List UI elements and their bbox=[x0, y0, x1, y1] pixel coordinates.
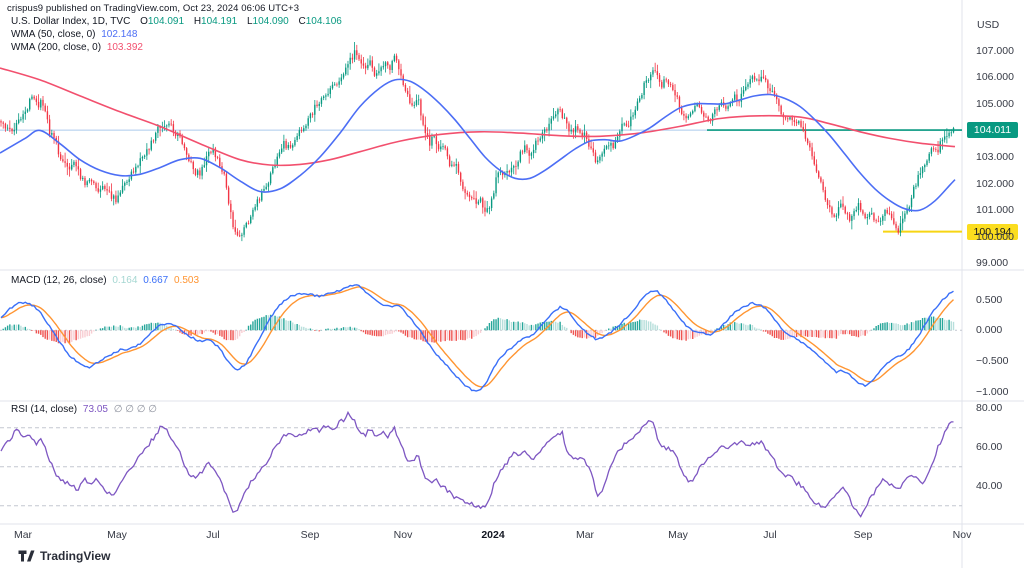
time-axis-label[interactable]: Jul bbox=[763, 529, 777, 541]
price-tick-label[interactable]: 103.000 bbox=[976, 151, 1014, 163]
symbol-legend-row[interactable]: U.S. Dollar Index, 1D, TVC O104.091 H104… bbox=[11, 15, 342, 28]
time-axis-label[interactable]: Nov bbox=[952, 529, 972, 541]
symbol-title: U.S. Dollar Index, 1D, TVC bbox=[11, 16, 131, 27]
wma200-label: WMA (200, close, 0) bbox=[11, 42, 102, 53]
time-axis-label[interactable]: Jul bbox=[206, 529, 220, 541]
publish-info: crispus9 published on TradingView.com, O… bbox=[7, 3, 300, 14]
price-tick-label[interactable]: 107.000 bbox=[976, 44, 1014, 57]
up-candle-wicks bbox=[7, 42, 954, 242]
rsi-tick-label[interactable]: 80.00 bbox=[976, 402, 1003, 415]
rsi-legend-row[interactable]: RSI (14, close) 73.05 ∅ ∅ ∅ ∅ bbox=[11, 403, 157, 416]
time-axis-label[interactable]: 2024 bbox=[481, 529, 505, 541]
wma200-line[interactable] bbox=[0, 67, 956, 167]
close-value: 104.106 bbox=[305, 16, 342, 27]
price-tick-label[interactable]: 101.000 bbox=[976, 204, 1014, 217]
time-axis-label[interactable]: Nov bbox=[393, 529, 413, 541]
time-axis-label[interactable]: Sep bbox=[300, 529, 320, 541]
time-axis-label[interactable]: May bbox=[107, 529, 127, 541]
rsi-line[interactable] bbox=[0, 410, 954, 518]
macd-hist-pos-fall bbox=[11, 315, 955, 331]
tradingview-logo-icon bbox=[18, 550, 35, 562]
price-tick-label[interactable]: 102.000 bbox=[976, 177, 1014, 190]
macd-hist-value: 0.164 bbox=[112, 275, 138, 286]
up-candle-bodies bbox=[6, 50, 955, 236]
open-value: 104.091 bbox=[147, 16, 185, 27]
rsi-tick-label[interactable]: 40.00 bbox=[976, 480, 1003, 493]
price-tick-label[interactable]: 99.000 bbox=[976, 257, 1009, 270]
rsi-label: RSI (14, close) bbox=[11, 404, 78, 415]
support-level-badge: 100.194 bbox=[967, 223, 1018, 240]
rsi-tick-label[interactable]: 60.00 bbox=[976, 441, 1003, 454]
wma200-legend-row[interactable]: WMA (200, close, 0) 103.392 bbox=[11, 41, 143, 54]
time-axis-label[interactable]: May bbox=[668, 529, 688, 541]
wma50-line[interactable] bbox=[0, 78, 956, 212]
price-tick-label[interactable]: 106.000 bbox=[976, 71, 1014, 84]
tradingview-attribution[interactable]: TradingView bbox=[18, 549, 110, 563]
rsi-hidden-values: ∅ ∅ ∅ ∅ bbox=[113, 404, 157, 415]
macd-line-value: 0.667 bbox=[143, 275, 169, 286]
macd-hist-neg-fall bbox=[31, 330, 866, 344]
price-axis-currency: USD bbox=[977, 19, 1000, 31]
macd-line[interactable] bbox=[0, 284, 954, 392]
macd-tick-label[interactable]: 0.500 bbox=[976, 293, 1003, 306]
macd-tick-label[interactable]: −0.500 bbox=[976, 355, 1009, 368]
last-price-badge: 104.011 bbox=[967, 122, 1018, 139]
time-axis-label[interactable]: Mar bbox=[13, 529, 33, 541]
wma50-value: 102.148 bbox=[101, 29, 138, 40]
time-axis-label[interactable]: Sep bbox=[853, 529, 873, 541]
macd-label: MACD (12, 26, close) bbox=[11, 275, 107, 286]
tradingview-brand-text: TradingView bbox=[40, 549, 111, 563]
wma50-legend-row[interactable]: WMA (50, close, 0) 102.148 bbox=[11, 28, 137, 41]
low-value: 104.090 bbox=[252, 16, 289, 27]
macd-signal-value: 0.503 bbox=[174, 275, 200, 286]
low-label: L bbox=[246, 16, 253, 27]
wma200-value: 103.392 bbox=[106, 42, 143, 53]
open-label: O bbox=[140, 16, 148, 27]
price-tick-label[interactable]: 100.000 bbox=[976, 230, 1014, 243]
rsi-value: 73.05 bbox=[82, 404, 108, 415]
close-label: C bbox=[298, 16, 306, 27]
price-tick-label[interactable]: 105.000 bbox=[976, 97, 1014, 110]
macd-signal-line[interactable] bbox=[0, 286, 954, 388]
time-axis-label[interactable]: Mar bbox=[575, 529, 595, 541]
high-value: 104.191 bbox=[201, 16, 238, 27]
down-candle-bodies bbox=[0, 50, 939, 237]
down-candle-wicks bbox=[0, 44, 939, 238]
macd-tick-label[interactable]: −1.000 bbox=[976, 385, 1009, 398]
macd-hist-pos-grow bbox=[0, 314, 950, 331]
macd-tick-label[interactable]: 0.000 bbox=[976, 324, 1003, 337]
high-label: H bbox=[193, 16, 202, 27]
wma50-label: WMA (50, close, 0) bbox=[11, 29, 96, 40]
macd-legend-row[interactable]: MACD (12, 26, close) 0.164 0.667 0.503 bbox=[11, 274, 199, 287]
